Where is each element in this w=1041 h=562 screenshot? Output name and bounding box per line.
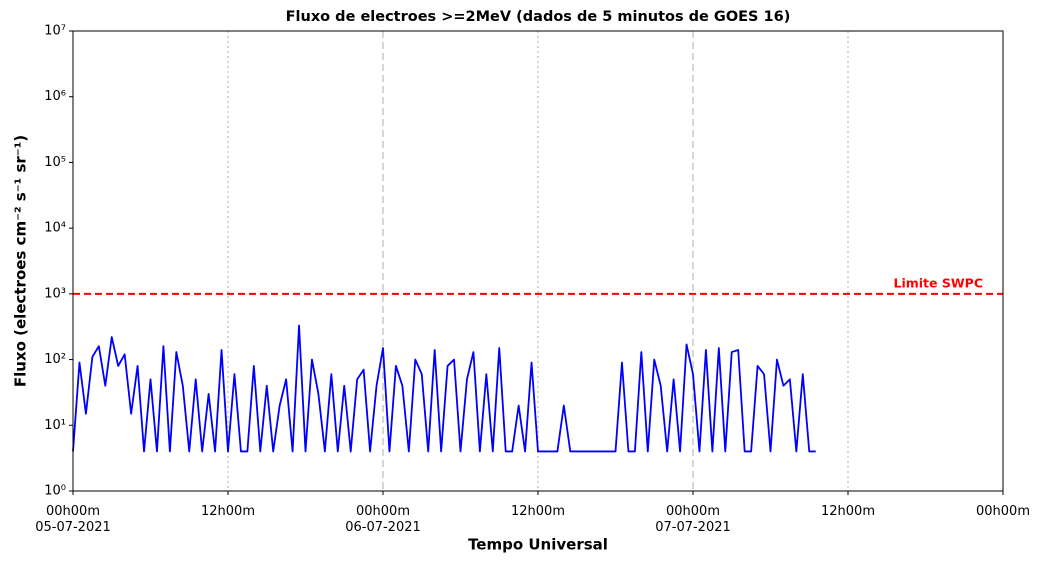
x-tick-label: 00h00m 07-07-2021 [655,504,731,535]
data-line [72,324,816,453]
threshold-label: Limite SWPC [894,275,984,290]
y-tick-label: 10² [44,352,66,367]
y-axis-label: Fluxo (electroes cm⁻² s⁻¹ sr⁻¹) [12,135,30,387]
x-tick-label: 12h00m [821,504,875,519]
plot-frame [72,30,1004,492]
x-tick-label: 00h00m [976,504,1030,519]
y-tick-label: 10⁷ [44,24,66,39]
chart-title: Fluxo de electroes >=2MeV (dados de 5 mi… [286,9,791,25]
x-tick-label: 00h00m 06-07-2021 [345,504,421,535]
x-tick-label: 00h00m 05-07-2021 [35,504,111,535]
y-tick-label: 10⁴ [44,221,66,236]
y-tick-label: 10⁰ [44,484,66,499]
x-axis-label: Tempo Universal [468,536,608,554]
y-tick-label: 10³ [44,286,66,301]
y-tick-label: 10⁵ [44,155,66,170]
y-tick-label: 10⁶ [44,89,66,104]
x-tick-label: 12h00m [511,504,565,519]
x-tick-label: 12h00m [201,504,255,519]
y-tick-label: 10¹ [44,418,66,433]
